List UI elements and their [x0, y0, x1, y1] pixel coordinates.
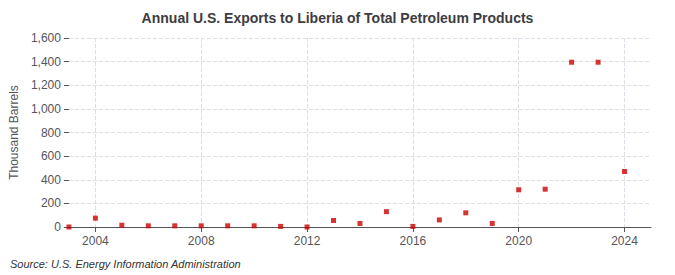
svg-text:2016: 2016: [400, 234, 427, 248]
svg-text:Thousand Barrels: Thousand Barrels: [7, 85, 21, 180]
svg-text:2004: 2004: [82, 234, 109, 248]
svg-text:Source: U.S. Energy Informatio: Source: U.S. Energy Information Administ…: [10, 258, 241, 270]
svg-text:2008: 2008: [188, 234, 215, 248]
svg-text:200: 200: [41, 196, 61, 210]
svg-text:2024: 2024: [611, 234, 638, 248]
svg-text:800: 800: [41, 126, 61, 140]
svg-text:1,600: 1,600: [31, 31, 61, 45]
svg-text:Annual U.S. Exports to Liberia: Annual U.S. Exports to Liberia of Total …: [142, 10, 534, 26]
svg-text:1,400: 1,400: [31, 55, 61, 69]
svg-text:0: 0: [54, 220, 61, 234]
svg-text:600: 600: [41, 149, 61, 163]
svg-text:2020: 2020: [505, 234, 532, 248]
svg-text:400: 400: [41, 173, 61, 187]
svg-text:2012: 2012: [294, 234, 321, 248]
svg-text:1,200: 1,200: [31, 78, 61, 92]
svg-text:1,000: 1,000: [31, 102, 61, 116]
